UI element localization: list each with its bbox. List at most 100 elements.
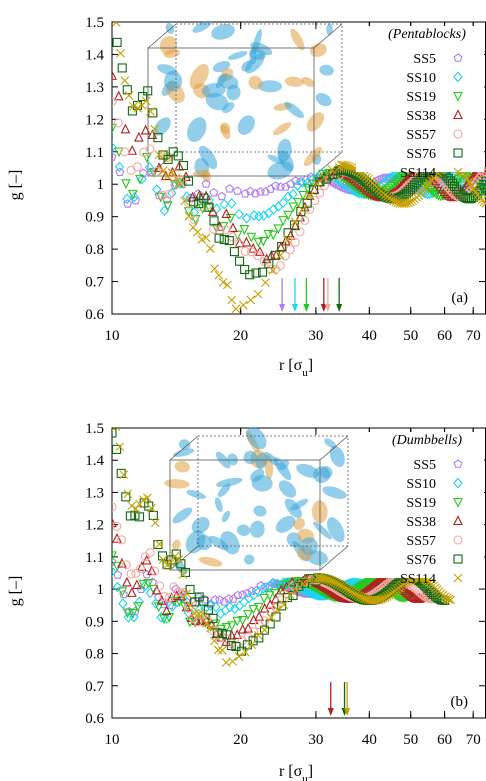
data-point-ss19 [273,224,284,235]
box-particle-cluster [275,515,296,533]
data-point-ss5 [225,184,235,193]
legend-label: SS5 [413,52,436,67]
data-point-ss5 [123,199,133,208]
data-point-ss114 [174,555,184,564]
data-point-ss114 [214,270,224,280]
data-point-ss76 [148,510,158,521]
data-point-ss114 [312,179,322,189]
data-point-ss5 [238,590,247,599]
arrow-head-ss5 [279,304,286,312]
box-particle-cluster [244,554,255,565]
data-point-ss76 [234,256,245,266]
data-point-ss114 [141,96,151,106]
data-point-ss10 [244,592,254,604]
box-particle-cluster [191,517,210,534]
data-point-ss76 [199,596,209,606]
y-tick-label: 0.6 [85,307,104,323]
legend-background [356,432,484,578]
data-point-ss76 [178,161,188,171]
data-point-ss19 [121,179,131,190]
data-point-ss114 [171,173,181,183]
legend-marker-ss38 [453,109,463,120]
data-point-ss114 [178,570,188,579]
data-points [112,22,486,314]
data-point-ss114 [184,211,194,221]
legend-label: SS38 [406,515,436,530]
data-point-ss114 [213,645,223,655]
data-point-ss76 [217,628,227,638]
data-point-ss76 [209,216,219,226]
box-particle-cluster [326,517,345,543]
data-point-ss38 [127,145,138,155]
legend-marker-ss76 [453,148,463,158]
data-point-ss19 [278,216,289,226]
data-point-ss76 [229,247,239,257]
box-particle-cluster [201,83,226,98]
arrow-head-ss114 [344,708,351,716]
box-particle-cluster [313,521,332,540]
data-point-ss114 [283,235,292,245]
data-point-ss57 [183,197,193,208]
box-particle-cluster [329,445,345,467]
box-particle-cluster [215,477,243,488]
data-point-ss10 [182,191,192,202]
data-point-ss5 [112,152,117,161]
data-point-ss19 [283,210,294,221]
legend-marker-ss10 [453,71,463,83]
box-particle-cluster [253,505,267,517]
y-tick-label: 1.5 [85,421,104,437]
data-point-ss19 [259,593,269,604]
y-tick-label: 0.8 [85,242,104,258]
data-point-ss114 [320,173,329,182]
data-point-ss114 [253,630,263,640]
data-point-ss76 [112,444,122,454]
data-point-ss76 [251,268,261,278]
y-tick-label: 1.4 [85,453,104,469]
data-point-ss114 [127,501,137,511]
data-point-ss114 [108,403,116,411]
data-point-ss57 [275,260,285,271]
data-point-ss76 [183,176,194,186]
data-point-ss57 [193,617,203,627]
data-point-ss114 [347,163,357,172]
data-point-ss10 [211,601,221,613]
data-point-ss19 [190,214,201,225]
data-point-ss114 [217,645,227,655]
data-point-ss57 [221,225,231,235]
data-point-ss76 [222,630,232,640]
data-point-ss114 [193,227,202,237]
data-point-ss10 [268,203,279,215]
y-tick-label: 0.7 [85,679,104,695]
data-point-ss76 [254,633,264,643]
y-tick-label: 1.2 [85,112,104,128]
data-point-ss57 [132,162,142,172]
legend-label: SS19 [406,496,436,511]
data-point-ss19 [133,602,143,612]
data-point-ss10 [144,162,155,173]
data-point-ss19 [258,236,269,247]
x-tick-label: 30 [308,328,323,344]
box-particle-cluster [264,451,279,467]
y-tick-label: 1.1 [85,145,104,161]
legend-title: (Pentablocks) [388,27,466,42]
data-point-ss114 [176,179,185,189]
data-point-ss114 [186,601,196,610]
data-point-ss114 [158,555,168,564]
data-point-ss114 [444,594,454,604]
box-particle-cluster [296,463,320,478]
box-particle-cluster [211,24,235,40]
box-particle-cluster [178,439,191,451]
data-point-ss114 [119,470,129,480]
box-particle-cluster [267,154,285,165]
data-point-ss76 [277,241,287,252]
x-tick-label: 70 [466,732,481,748]
box-particle-cluster [320,465,333,479]
panel-a: 0.6 0.7 0.8 0.9 1 1.1 1.2 1.3 1.4 1.5 10 20 30 40 50 60… [85,15,486,344]
data-point-ss76 [224,236,234,246]
data-point-ss38 [133,131,144,142]
data-point-ss38 [254,611,265,621]
data-point-ss114 [210,264,219,273]
box-front-face [147,47,315,177]
data-point-ss114 [112,428,121,432]
data-point-ss57 [112,502,117,512]
